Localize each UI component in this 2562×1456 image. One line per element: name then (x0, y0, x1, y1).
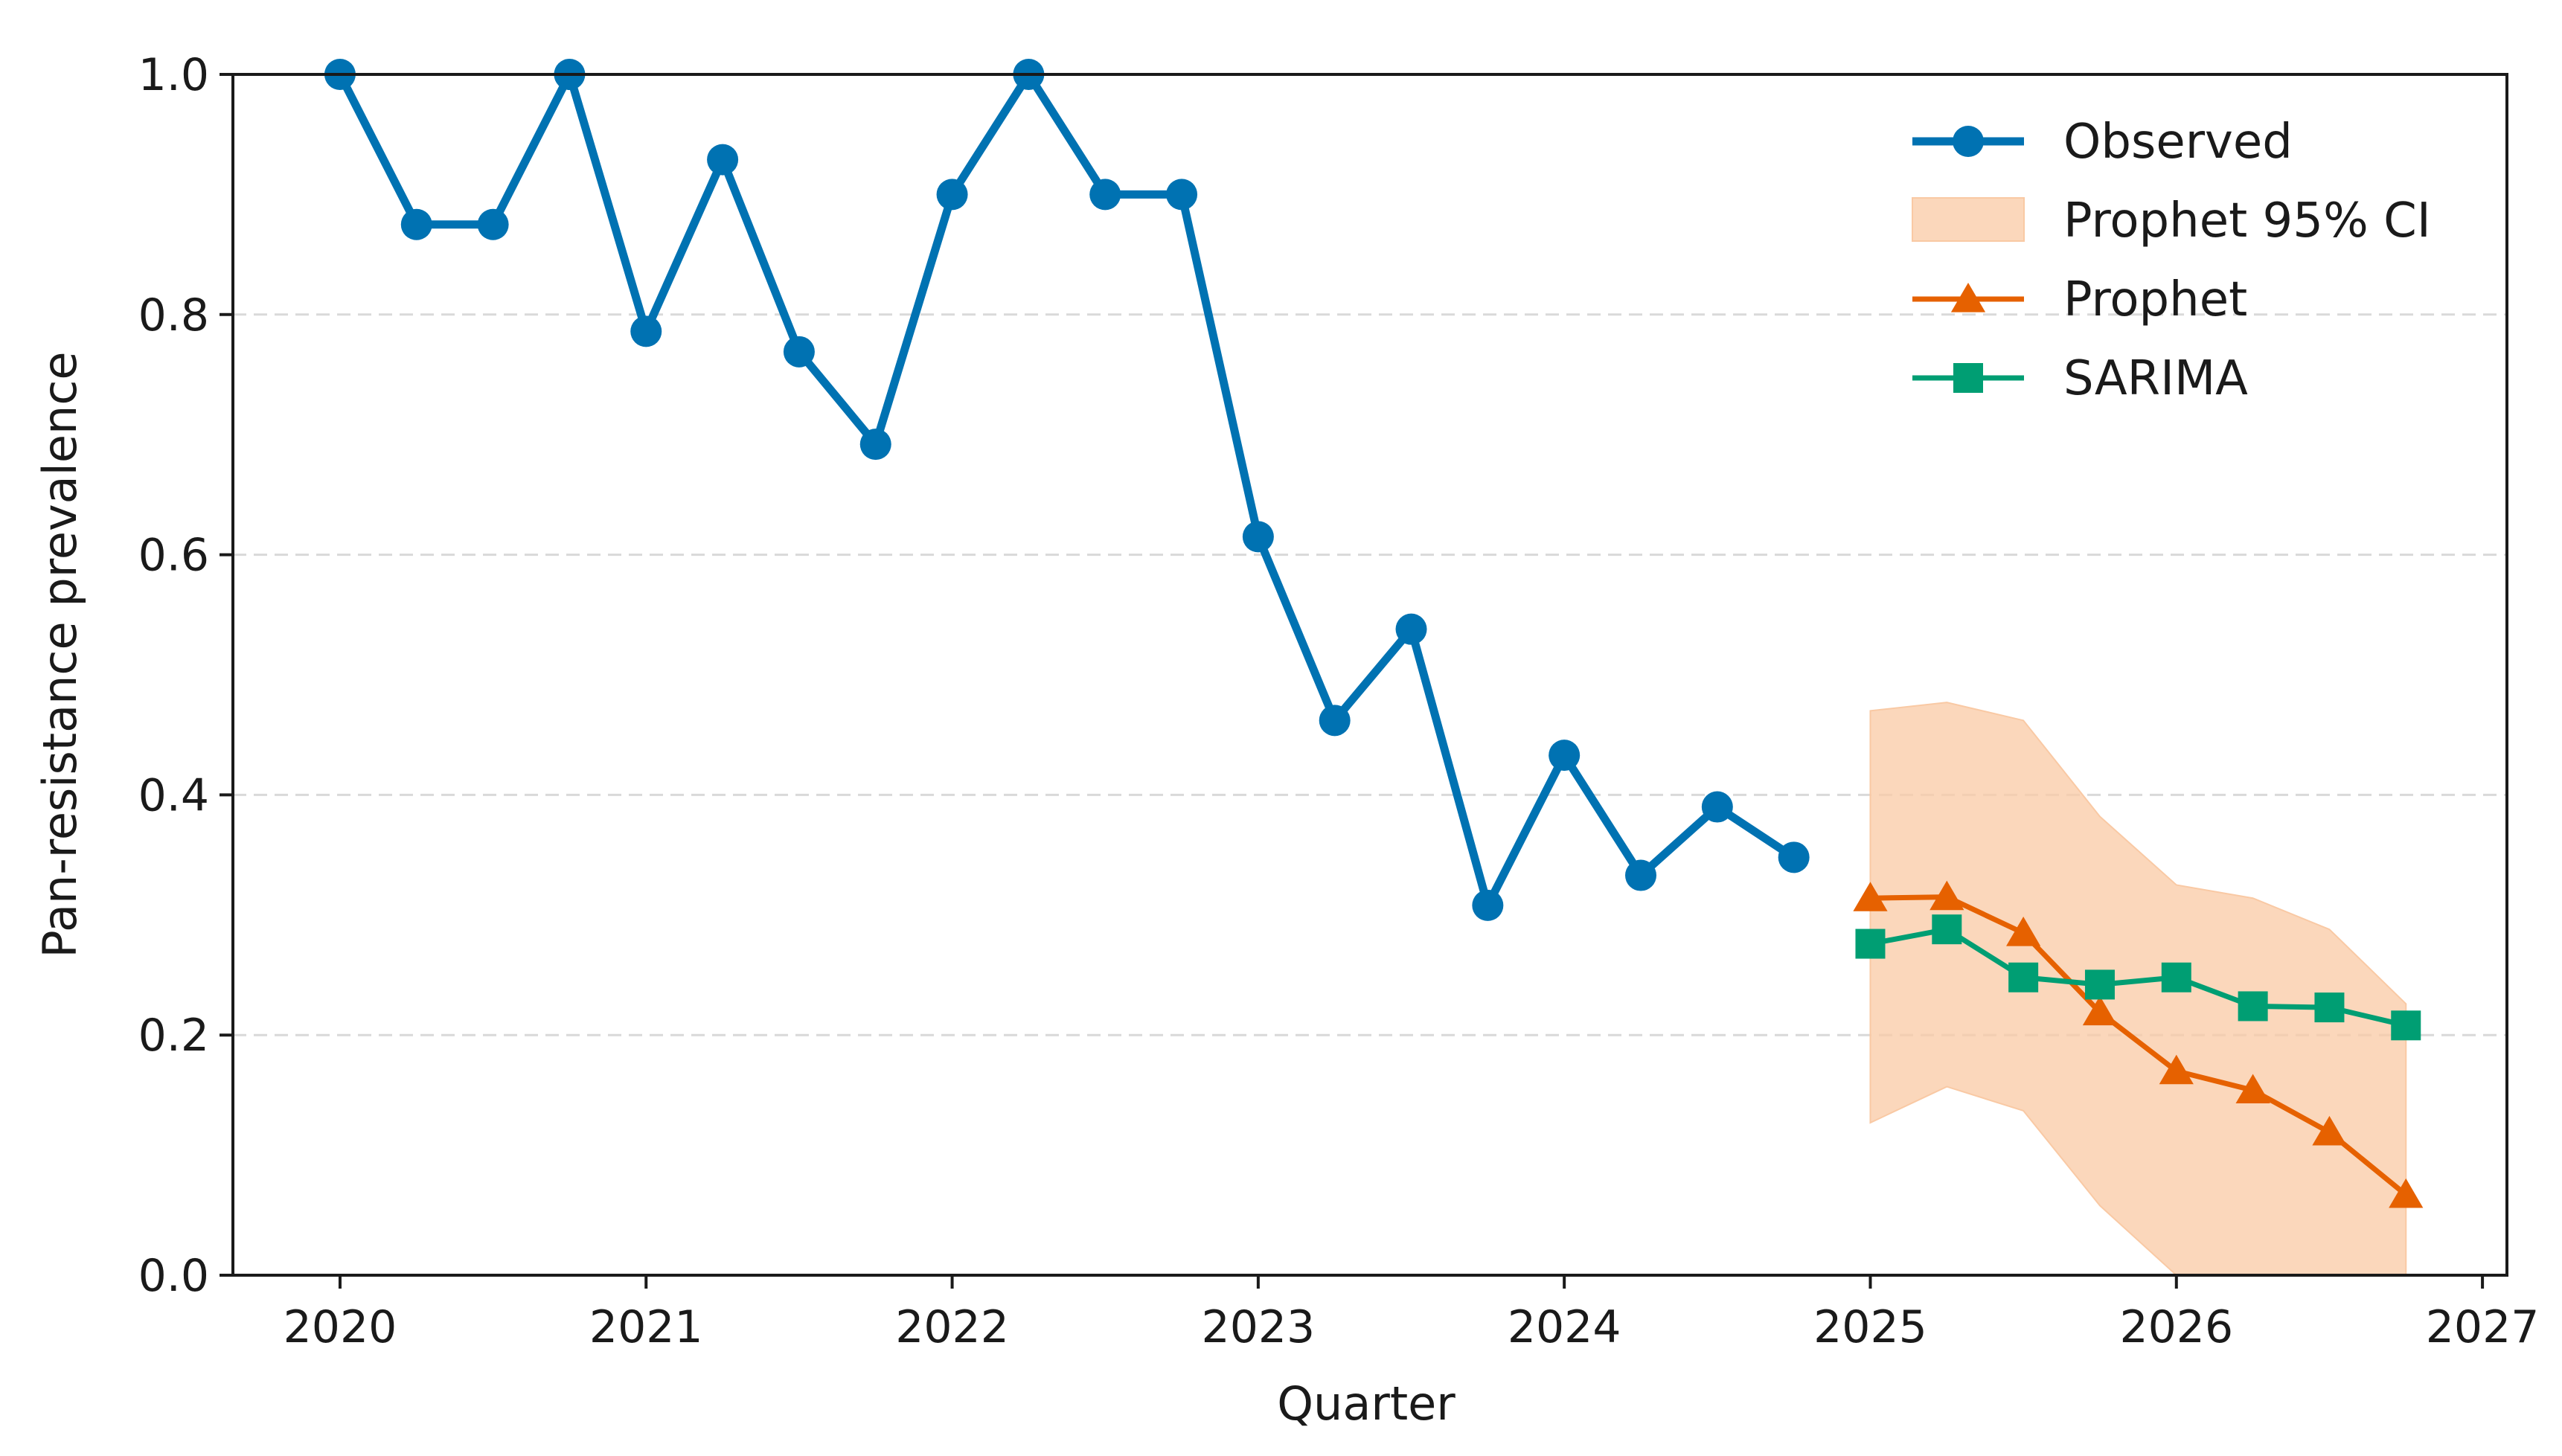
sarima-point-3 (2084, 969, 2115, 1000)
x-axis: 2020 2021 2022 2023 2024 2025 2026 2027 (284, 1275, 2540, 1353)
y-tick-label-0: 0.0 (138, 1250, 209, 1302)
sarima-point-7 (2391, 1010, 2421, 1041)
y-tick-label-3: 0.6 (138, 530, 209, 582)
observed-point-6 (783, 336, 815, 368)
observed-point-13 (1319, 705, 1351, 737)
plot-border (231, 73, 2508, 1277)
legend-item-prophet-95-ci: Prophet 95% CI (1912, 193, 2431, 248)
observed-point-11 (1166, 179, 1198, 211)
y-axis: 0.0 0.2 0.4 0.6 0.8 1.0 (138, 49, 233, 1302)
legend-label-prophet: Prophet (2063, 272, 2247, 327)
observed-point-12 (1242, 521, 1274, 553)
legend-item-prophet: Prophet (1912, 272, 2247, 327)
y-tick-label-2: 0.4 (138, 769, 209, 821)
prophet-point-3 (2082, 995, 2118, 1026)
series-layer (324, 59, 2424, 1208)
observed-point-17 (1625, 859, 1657, 891)
ci-band-layer (1869, 702, 2407, 1276)
prophet-point-1 (1929, 880, 1964, 911)
legend-swatch-prophet-95-ci (1912, 197, 2025, 242)
legend-label-sarima: SARIMA (2063, 351, 2248, 406)
y-axis-title: Pan-resistance prevalence (33, 351, 87, 958)
legend-item-observed: Observed (1912, 115, 2293, 170)
observed-point-4 (630, 315, 662, 347)
sarima-point-4 (2161, 962, 2191, 992)
series-prophet (1853, 880, 2424, 1208)
series-observed (324, 59, 1810, 921)
y-tick-label-4: 0.8 (138, 289, 209, 341)
legend-item-sarima: SARIMA (1912, 351, 2248, 406)
legend-label-observed: Observed (2063, 115, 2293, 170)
observed-point-5 (707, 144, 739, 176)
sarima-point-2 (2008, 962, 2039, 992)
sarima-point-0 (1855, 929, 1886, 959)
legend-marker-observed (1953, 126, 1984, 157)
legend-marker-sarima (1953, 363, 1983, 393)
legend-marker-prophet (1950, 283, 1986, 312)
prophet-ci-band (1869, 702, 2407, 1276)
observed-point-1 (400, 208, 432, 240)
observed-point-7 (859, 429, 891, 461)
x-tick-label-5: 2025 (1813, 1301, 1927, 1353)
observed-point-8 (936, 179, 968, 211)
x-tick-label-0: 2020 (284, 1301, 397, 1353)
sarima-point-5 (2238, 991, 2268, 1022)
prophet-point-2 (2006, 917, 2041, 946)
prophet-point-7 (2389, 1178, 2424, 1208)
x-tick-label-7: 2027 (2426, 1301, 2540, 1353)
prophet-point-6 (2312, 1115, 2347, 1146)
observed-point-2 (477, 208, 509, 240)
series-sarima (1855, 914, 2421, 1041)
observed-point-16 (1549, 740, 1581, 772)
x-tick-label-2: 2022 (895, 1301, 1009, 1353)
y-tick-label-5: 1.0 (138, 49, 209, 101)
observed-point-18 (1701, 791, 1733, 823)
prophet-point-5 (2235, 1074, 2270, 1104)
observed-point-14 (1395, 613, 1427, 645)
prophet-point-4 (2159, 1054, 2194, 1085)
observed-line (336, 70, 1796, 910)
x-tick-label-6: 2026 (2119, 1301, 2233, 1353)
sarima-point-6 (2314, 992, 2345, 1023)
sarima-point-1 (1932, 914, 1962, 945)
legend: Observed Prophet 95% CI Prophet SARIMA (1912, 115, 2431, 406)
observed-point-15 (1472, 889, 1504, 921)
plot-frame (231, 73, 2508, 1277)
observed-point-19 (1778, 841, 1810, 873)
x-tick-label-4: 2024 (1508, 1301, 1621, 1353)
y-tick-label-1: 0.2 (138, 1010, 209, 1062)
x-tick-label-1: 2021 (589, 1301, 703, 1353)
x-tick-label-3: 2023 (1202, 1301, 1316, 1353)
legend-label-prophet-95-ci: Prophet 95% CI (2063, 193, 2431, 248)
prophet-point-0 (1853, 882, 1888, 911)
grid-lines (233, 313, 2507, 1036)
observed-point-10 (1089, 179, 1121, 211)
x-axis-title: Quarter (1277, 1376, 1455, 1431)
